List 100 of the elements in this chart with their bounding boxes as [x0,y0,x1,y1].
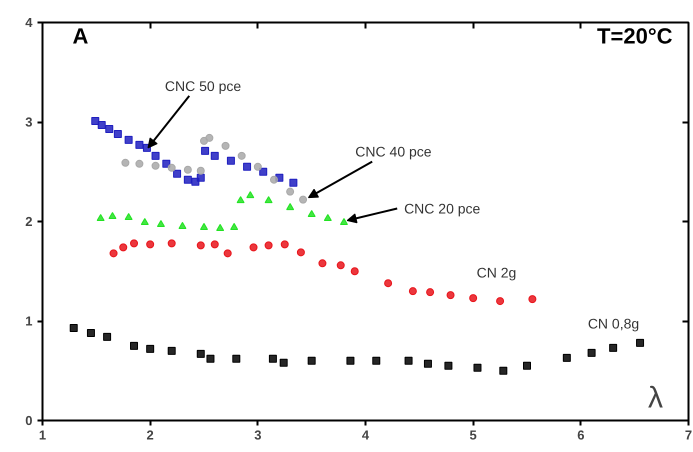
point [226,156,235,165]
point [473,364,482,372]
point [424,360,432,368]
point [246,191,254,198]
point [372,356,380,365]
point [168,164,176,172]
point [254,162,262,171]
point [168,346,176,355]
y-tick-label: 2 [25,214,33,229]
point [222,142,230,150]
point [152,162,160,170]
point [201,146,210,155]
point [232,354,240,363]
point [124,136,133,144]
y-tick-label: 1 [25,314,33,328]
point [289,178,298,187]
point [528,295,536,304]
point [196,166,205,175]
annotation: CNC 20 pce [404,200,481,217]
point [146,344,154,353]
point [105,124,114,133]
y-tick-label: 0 [25,413,33,428]
x-tick-label: 1 [38,428,46,442]
point [236,196,245,204]
point [96,214,105,222]
point [308,356,316,365]
point [196,350,205,358]
point [210,152,219,160]
point [135,160,144,168]
x-tick-label: 5 [470,428,477,442]
point [110,249,118,258]
point [346,356,354,365]
point [280,240,289,248]
point [173,170,182,178]
point [318,259,326,268]
point [205,134,214,142]
point [384,279,392,288]
point [259,168,268,176]
point [70,324,78,332]
x-tick-label: 4 [362,428,370,442]
point [140,218,149,226]
point [264,241,273,250]
point [210,240,219,248]
point [280,358,288,367]
point [238,152,246,160]
point [206,354,214,363]
point [130,342,138,350]
point [135,140,144,149]
point [121,158,130,167]
point [299,196,308,204]
y-tick-label: 4 [25,15,34,30]
point [562,354,571,362]
point [426,288,434,296]
annotation: T=20°C [597,24,673,48]
point [264,196,273,204]
point [86,328,95,337]
x-tick-label: 6 [577,428,584,442]
x-tick-label: 7 [684,428,692,442]
point [103,332,112,341]
point [168,239,176,248]
annotation: A [72,24,88,48]
point [196,174,205,182]
point [146,240,154,248]
point [184,166,192,174]
point [98,120,106,129]
point [444,362,452,370]
point [108,212,116,220]
point [196,241,205,250]
point [404,356,413,365]
point [296,248,305,256]
point [308,210,316,218]
annotation: CNC 40 pce [355,144,432,160]
point [523,362,531,370]
point [114,130,122,138]
point [336,261,345,270]
annotation: CN 2g [476,264,516,280]
point [200,222,208,230]
point [268,354,277,363]
x-tick-label: 2 [146,428,154,442]
point [184,176,192,184]
point [469,294,478,302]
point [499,366,508,375]
y-tick-label: 3 [25,114,33,130]
x-axis-title: λ [648,382,663,414]
point [324,214,332,222]
point [496,297,504,306]
point [178,222,186,229]
point [224,249,232,258]
point [446,291,455,300]
point [340,218,348,226]
point [286,203,294,210]
point [119,243,128,252]
point [270,176,278,184]
annotation: CNC 50 pce [164,78,242,94]
point [152,152,160,160]
point [130,239,138,248]
point [230,222,238,230]
point [609,344,618,352]
point [124,212,133,220]
point [156,220,165,228]
